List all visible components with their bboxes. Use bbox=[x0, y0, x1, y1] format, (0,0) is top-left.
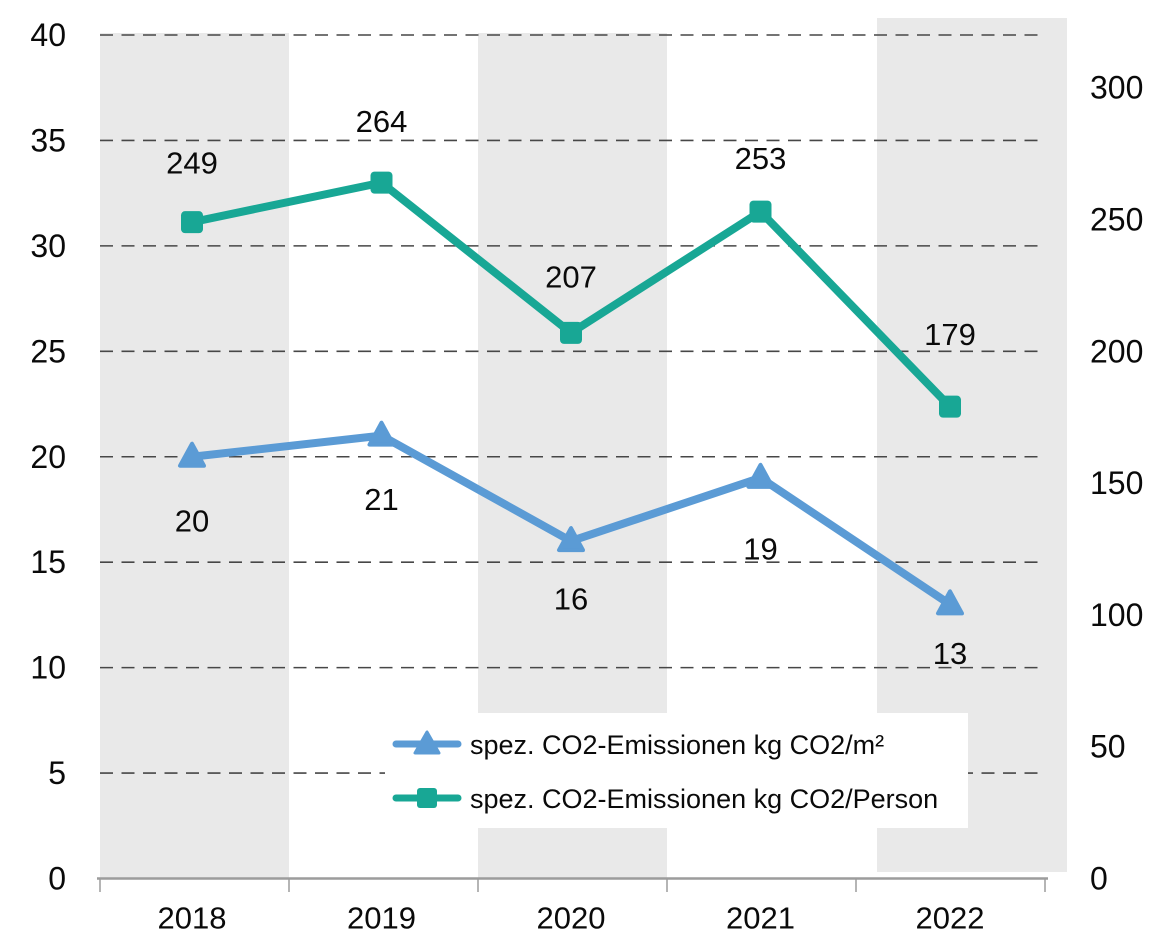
y-axis-left-label: 30 bbox=[30, 228, 66, 264]
data-label: 179 bbox=[924, 317, 976, 352]
marker-square bbox=[939, 395, 961, 418]
data-label: 249 bbox=[166, 146, 218, 181]
y-axis-right-label: 0 bbox=[1090, 861, 1108, 897]
data-label: 16 bbox=[554, 582, 588, 617]
marker-square bbox=[181, 211, 203, 234]
legend-label-person: spez. CO2-Emissionen kg CO2/Person bbox=[470, 784, 938, 814]
y-axis-right-label: 250 bbox=[1090, 202, 1143, 238]
data-label: 20 bbox=[175, 503, 209, 538]
y-axis-left-label: 5 bbox=[48, 755, 66, 791]
x-axis-label: 2018 bbox=[158, 901, 227, 936]
data-label: 207 bbox=[545, 259, 597, 294]
x-axis-label: 2019 bbox=[347, 901, 416, 936]
data-label: 19 bbox=[743, 531, 777, 566]
legend-background bbox=[385, 713, 968, 828]
marker-square bbox=[560, 321, 582, 344]
legend-triangle-icon bbox=[413, 730, 441, 755]
marker-triangle bbox=[178, 441, 206, 468]
marker-triangle bbox=[936, 589, 964, 616]
y-axis-left-label: 35 bbox=[30, 122, 66, 158]
data-label: 21 bbox=[364, 482, 398, 517]
y-axis-right-label: 150 bbox=[1090, 465, 1143, 501]
marker-triangle bbox=[557, 526, 585, 553]
marker-square bbox=[370, 171, 393, 194]
y-axis-left-label: 10 bbox=[30, 650, 66, 686]
data-label: 264 bbox=[356, 104, 408, 139]
y-axis-right-label: 50 bbox=[1090, 729, 1126, 765]
marker-triangle bbox=[746, 462, 775, 489]
y-axis-right-label: 100 bbox=[1090, 597, 1143, 633]
legend-label-m2: spez. CO2-Emissionen kg CO2/m² bbox=[470, 730, 884, 760]
marker-triangle bbox=[367, 420, 396, 447]
y-axis-right-label: 300 bbox=[1090, 70, 1143, 106]
y-axis-left-label: 40 bbox=[30, 17, 66, 53]
legend-square-icon bbox=[417, 788, 437, 808]
y-axis-left-label: 20 bbox=[30, 439, 66, 475]
x-axis-label: 2021 bbox=[726, 901, 795, 936]
y-axis-left-label: 25 bbox=[30, 333, 66, 369]
x-axis-label: 2022 bbox=[916, 901, 985, 936]
y-axis-right-label: 200 bbox=[1090, 333, 1143, 369]
legend: spez. CO2-Emissionen kg CO2/m² spez. CO2-… bbox=[385, 713, 968, 828]
y-axis-left-label: 15 bbox=[30, 544, 66, 580]
data-label: 13 bbox=[933, 636, 967, 671]
x-axis-label: 2020 bbox=[537, 901, 606, 936]
data-label: 253 bbox=[735, 141, 787, 176]
marker-square bbox=[749, 200, 772, 223]
y-axis-left-label: 0 bbox=[48, 861, 66, 897]
